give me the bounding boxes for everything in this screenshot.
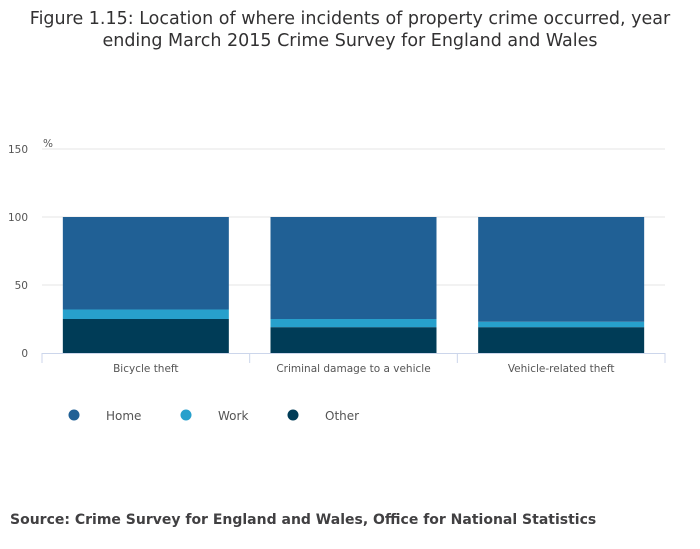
- y-tick-label: 150: [8, 144, 28, 156]
- x-tick-label: Vehicle-related theft: [508, 363, 615, 375]
- bar-segment-home: [478, 217, 645, 322]
- bar-segment-work: [62, 309, 229, 319]
- bar-segment-other: [270, 327, 437, 353]
- chart-title: Figure 1.15: Location of where incidents…: [0, 8, 700, 52]
- y-tick-label: 0: [21, 348, 28, 360]
- legend-label-home: Home: [106, 409, 141, 423]
- y-axis-label: %: [43, 138, 53, 150]
- bar-segment-other: [62, 319, 229, 353]
- bar-segment-work: [270, 319, 437, 328]
- bar-segment-home: [62, 217, 229, 310]
- bar-segment-work: [478, 321, 645, 328]
- source-note: Source: Crime Survey for England and Wal…: [10, 512, 597, 528]
- bar-segment-other: [478, 327, 645, 353]
- legend-marker-home: [68, 409, 80, 421]
- x-tick-label: Criminal damage to a vehicle: [276, 363, 430, 375]
- y-tick-label: 100: [8, 212, 28, 224]
- y-tick-label: 50: [15, 280, 28, 292]
- bar-segment-home: [270, 217, 437, 319]
- x-tick-label: Bicycle theft: [113, 363, 178, 375]
- legend-marker-other: [287, 409, 299, 421]
- legend-label-other: Other: [325, 409, 359, 423]
- chart-title-line-1: Figure 1.15: Location of where incidents…: [29, 9, 671, 29]
- legend-marker-work: [180, 409, 192, 421]
- chart-title-line-2: ending March 2015 Crime Survey for Engla…: [102, 31, 598, 51]
- legend-label-work: Work: [218, 409, 248, 423]
